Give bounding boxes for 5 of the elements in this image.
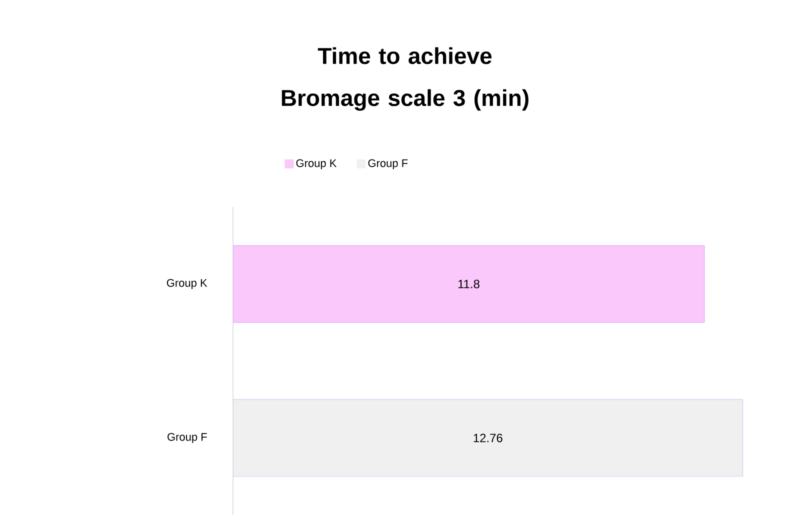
data-label: 12.76 [474,434,502,442]
data-label: 11.8 [458,280,480,288]
legend-label: Group F [368,159,408,170]
chart-title: Time to achieve Bromage scale 3 (min) [282,47,528,111]
legend-label: Group K [296,159,337,170]
